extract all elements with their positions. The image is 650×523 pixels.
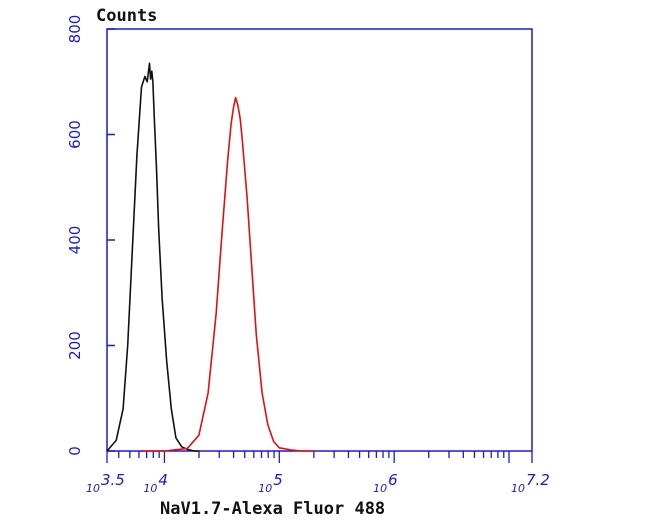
y-tick-label: 200 <box>66 331 84 360</box>
x-tick-label-base: 10 <box>86 482 100 495</box>
y-tick-label: 600 <box>66 120 84 149</box>
x-axis: 10 3.5 10 4 10 5 10 6 10 7.2 <box>86 451 550 495</box>
x-tick-label-exponent: 3.5 <box>101 471 125 489</box>
x-tick-label-base: 10 <box>258 482 272 495</box>
x-tick-label-exponent: 4 <box>158 471 168 489</box>
plot-frame <box>106 28 533 452</box>
x-tick-label-base: 10 <box>143 482 157 495</box>
y-axis: 0 200 400 600 800 <box>66 15 115 456</box>
x-tick-label-exponent: 7.2 <box>526 471 550 489</box>
x-tick-label-base: 10 <box>373 482 387 495</box>
control-histogram-line <box>106 62 199 452</box>
x-axis-label: NaV1.7-Alexa Fluor 488 <box>160 499 385 519</box>
x-tick-label-base: 10 <box>511 482 525 495</box>
x-tick-label-exponent: 6 <box>388 471 398 489</box>
y-tick-label: 800 <box>66 15 84 44</box>
series-layer <box>106 62 314 452</box>
chart-title: Counts <box>96 6 157 26</box>
y-tick-label: 400 <box>66 226 84 255</box>
sample-histogram-line <box>141 96 314 452</box>
x-tick-label-exponent: 5 <box>273 471 283 489</box>
y-tick-label: 0 <box>66 446 84 456</box>
